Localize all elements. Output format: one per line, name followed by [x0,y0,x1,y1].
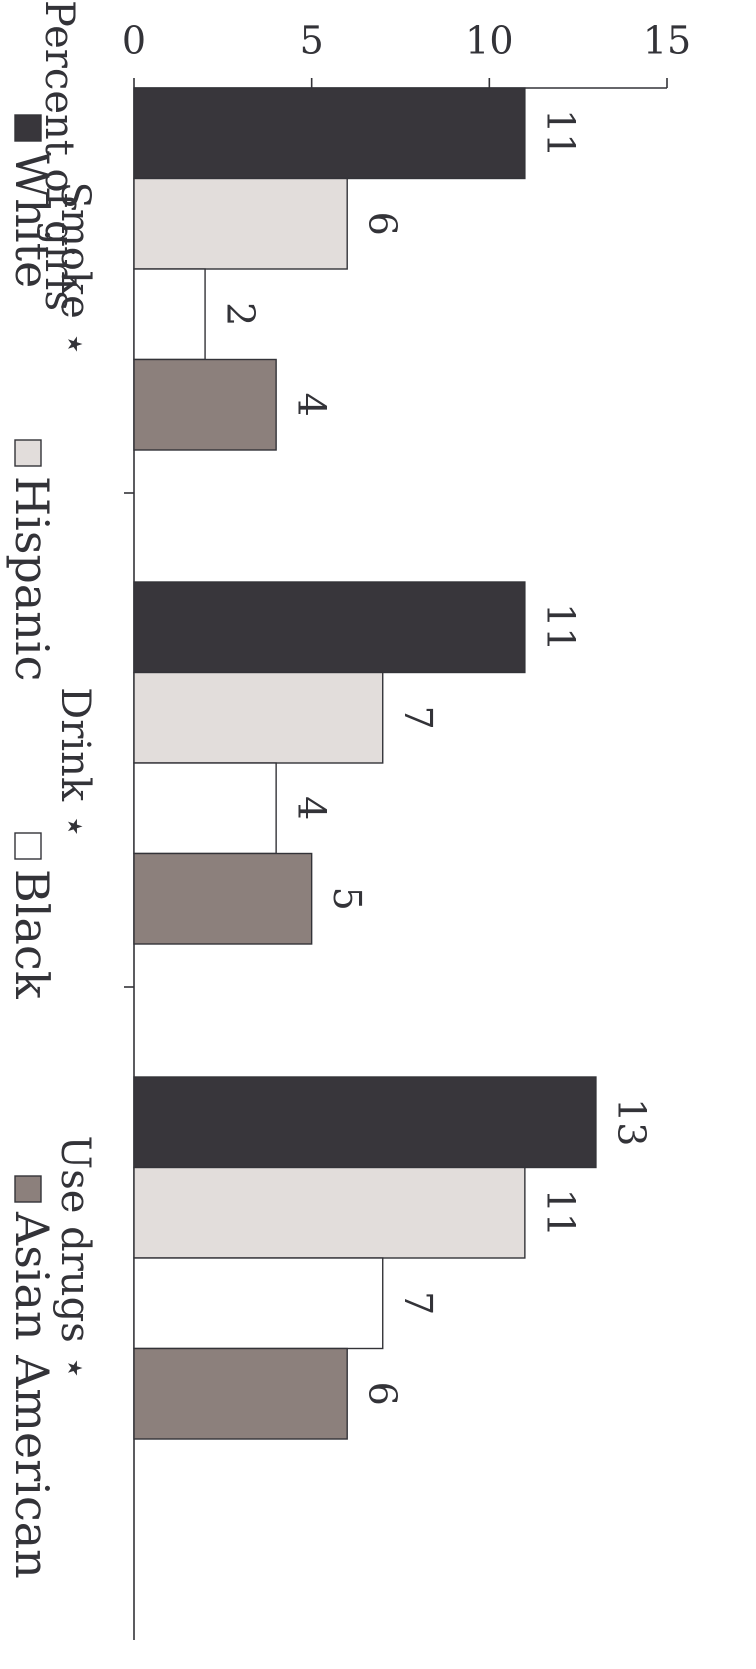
legend-label: Asian American [5,1211,59,1579]
bar [133,1347,348,1440]
bar [133,1076,597,1169]
bar-value-label: 6 [361,1382,405,1406]
bar [133,87,526,180]
bar [133,852,313,945]
legend-swatch [14,1175,42,1203]
bar [133,1166,526,1259]
category-label: Use drugs ⋆ [52,1136,98,1381]
bar [133,1257,384,1350]
bar-value-label: 6 [361,212,405,236]
legend-swatch [14,439,42,467]
legend-label: Hispanic [5,476,59,681]
bar-value-label: 5 [325,887,369,911]
bar-value-label: 7 [396,1291,440,1315]
y-tick-label: 15 [643,19,691,63]
legend-swatch [14,832,42,860]
bar [133,177,348,270]
category-label: Smoke ⋆ [52,181,98,356]
legend-swatch [14,114,42,142]
bar-value-label: 11 [538,603,582,651]
category-label: Drink ⋆ [52,687,98,839]
bar [133,358,277,451]
bar-value-label: 11 [538,109,582,157]
bar-value-label: 4 [290,393,334,417]
bar-value-label: 4 [290,796,334,820]
bar [133,268,206,361]
bar [133,671,384,764]
bar-value-label: 13 [609,1098,653,1146]
y-tick-label: 5 [300,19,324,63]
y-tick-label: 0 [122,19,146,63]
bar [133,581,526,674]
bar-value-label: 11 [538,1189,582,1237]
plot-area: 0 5 10 15 11 6 2 4 Smoke ⋆ 11 7 4 5 Drink ⋆ 13 11 7 6 Use … [5,0,691,1640]
y-tick-label: 10 [465,19,513,63]
bar-value-label: 2 [219,302,263,326]
legend-label: White [5,151,59,288]
legend-label: Black [5,869,59,1000]
y-axis-title: Percent of girls [36,0,82,311]
bar-value-label: 7 [396,706,440,730]
bar [133,762,277,855]
